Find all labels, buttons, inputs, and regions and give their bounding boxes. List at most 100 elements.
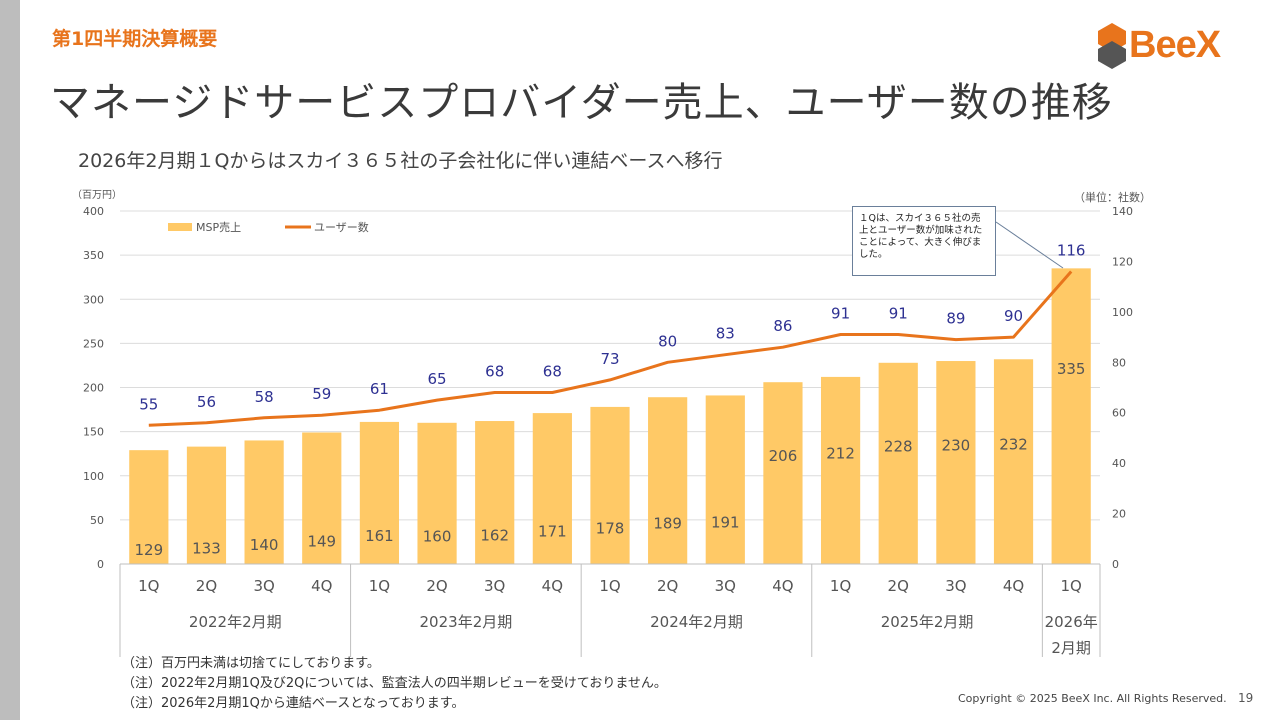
- x-tick-label: 3Q: [484, 577, 505, 595]
- bar: [129, 450, 169, 564]
- y-left-tick-label: 200: [83, 382, 104, 395]
- y-right-unit-label: （単位：社数）: [1074, 190, 1151, 204]
- section-label: 第1四半期決算概要: [52, 28, 218, 50]
- x-group-label: 2022年2月期: [189, 613, 282, 631]
- user-count-label: 68: [485, 363, 504, 381]
- y-left-unit-label: （百万円）: [72, 189, 122, 201]
- bar: [705, 395, 745, 564]
- user-count-label: 58: [255, 388, 274, 406]
- bar-value-label: 129: [135, 541, 164, 559]
- x-tick-label: 3Q: [715, 577, 736, 595]
- footnote: （注）2022年2月期1Q及び2Qについては、監査法人の四半期レビューを受けてお…: [122, 676, 667, 691]
- user-count-label: 80: [658, 332, 677, 350]
- x-tick-label: 1Q: [138, 577, 159, 595]
- logo-hexagon-icon: [1098, 23, 1126, 69]
- page-title: マネージドサービスプロバイダー売上、ユーザー数の推移: [50, 80, 1113, 126]
- x-tick-label: 1Q: [599, 577, 620, 595]
- left-edge-bar: [0, 0, 20, 720]
- user-count-label: 91: [889, 305, 908, 323]
- footnote: （注）百万円未満は切捨てにしております。: [122, 656, 380, 671]
- x-group-label: 2025年2月期: [881, 613, 974, 631]
- x-tick-label: 2Q: [426, 577, 447, 595]
- logo-text: BeeX: [1129, 24, 1221, 66]
- bar-value-label: 191: [711, 514, 740, 532]
- x-tick-label: 3Q: [945, 577, 966, 595]
- page-number: 19: [1238, 691, 1254, 705]
- legend-swatch-bar: [168, 223, 192, 231]
- user-count-label: 73: [600, 350, 619, 368]
- user-count-label: 59: [312, 385, 331, 403]
- y-right-tick-label: 80: [1112, 356, 1126, 369]
- bar: [359, 421, 400, 564]
- y-left-tick-label: 100: [83, 470, 104, 483]
- x-tick-label: 4Q: [542, 577, 563, 595]
- user-count-label: 68: [543, 363, 562, 381]
- x-group-label: 2026年: [1045, 613, 1098, 631]
- legend-label: MSP売上: [196, 221, 241, 234]
- x-group-label: 2024年2月期: [650, 613, 743, 631]
- bar-value-label: 232: [999, 436, 1028, 454]
- y-right-tick-label: 20: [1112, 508, 1126, 521]
- page-subtitle: 2026年2月期１Qからはスカイ３６５社の子会社化に伴い連結ベースへ移行: [78, 150, 723, 172]
- bar-value-label: 206: [769, 447, 798, 465]
- y-left-tick-label: 300: [83, 293, 104, 306]
- y-right-tick-label: 140: [1112, 205, 1133, 218]
- user-count-label: 90: [1004, 307, 1023, 325]
- user-count-label: 56: [197, 393, 216, 411]
- footnotes: （注）百万円未満は切捨てにしております。 （注）2022年2月期1Q及び2Qにつ…: [122, 654, 667, 714]
- y-right-tick-label: 100: [1112, 306, 1133, 319]
- bar: [763, 382, 803, 564]
- bar-value-label: 178: [596, 519, 625, 537]
- bar-value-label: 160: [423, 527, 452, 545]
- bar: [475, 421, 515, 564]
- x-tick-label: 4Q: [311, 577, 332, 595]
- copyright: Copyright © 2025 BeeX Inc. All Rights Re…: [958, 692, 1227, 705]
- user-count-label: 83: [716, 325, 735, 343]
- bar: [1051, 268, 1091, 564]
- x-group-label: 2月期: [1051, 639, 1091, 657]
- x-tick-label: 4Q: [772, 577, 793, 595]
- bar-value-label: 228: [884, 437, 913, 455]
- bar: [590, 406, 630, 564]
- y-left-tick-label: 400: [83, 205, 104, 218]
- y-left-tick-label: 50: [90, 514, 104, 527]
- bar: [936, 361, 976, 564]
- bar-value-label: 171: [538, 523, 567, 541]
- bar: [648, 397, 688, 564]
- y-left-tick-label: 350: [83, 249, 104, 262]
- x-tick-label: 4Q: [1003, 577, 1024, 595]
- user-count-label: 86: [773, 317, 792, 335]
- y-left-tick-label: 250: [83, 337, 104, 350]
- bar-value-label: 212: [826, 444, 855, 462]
- user-count-label: 61: [370, 380, 389, 398]
- bar-value-label: 161: [365, 527, 394, 545]
- footnote: （注）2026年2月期1Qから連結ベースとなっております。: [122, 696, 465, 711]
- y-left-tick-label: 150: [83, 426, 104, 439]
- bar-value-label: 149: [307, 532, 336, 550]
- bar-value-label: 189: [653, 515, 682, 533]
- x-tick-label: 1Q: [369, 577, 390, 595]
- user-count-label: 55: [139, 395, 158, 413]
- user-count-line: [148, 270, 1073, 427]
- y-left-tick-label: 0: [97, 558, 104, 571]
- chart-annotation-callout: １Qは、スカイ３６５社の売上とユーザー数が加味されたことによって、大きく伸びまし…: [852, 206, 996, 276]
- bar: [244, 440, 284, 564]
- bar-value-label: 230: [942, 437, 971, 455]
- y-right-tick-label: 0: [1112, 558, 1119, 571]
- bar-value-label: 162: [480, 527, 509, 545]
- y-right-tick-label: 120: [1112, 255, 1133, 268]
- x-tick-label: 2Q: [888, 577, 909, 595]
- x-tick-label: 2Q: [657, 577, 678, 595]
- bar: [532, 413, 572, 564]
- x-tick-label: 1Q: [1060, 577, 1081, 595]
- bar: [302, 432, 342, 564]
- bar: [820, 376, 861, 564]
- bar-value-label: 335: [1057, 360, 1086, 378]
- bar-value-label: 140: [250, 536, 279, 554]
- user-count-label: 116: [1057, 242, 1086, 260]
- user-count-label: 91: [831, 305, 850, 323]
- bar: [878, 362, 918, 564]
- x-tick-label: 1Q: [830, 577, 851, 595]
- annotation-leader-line: [995, 221, 1064, 269]
- bar: [186, 446, 227, 564]
